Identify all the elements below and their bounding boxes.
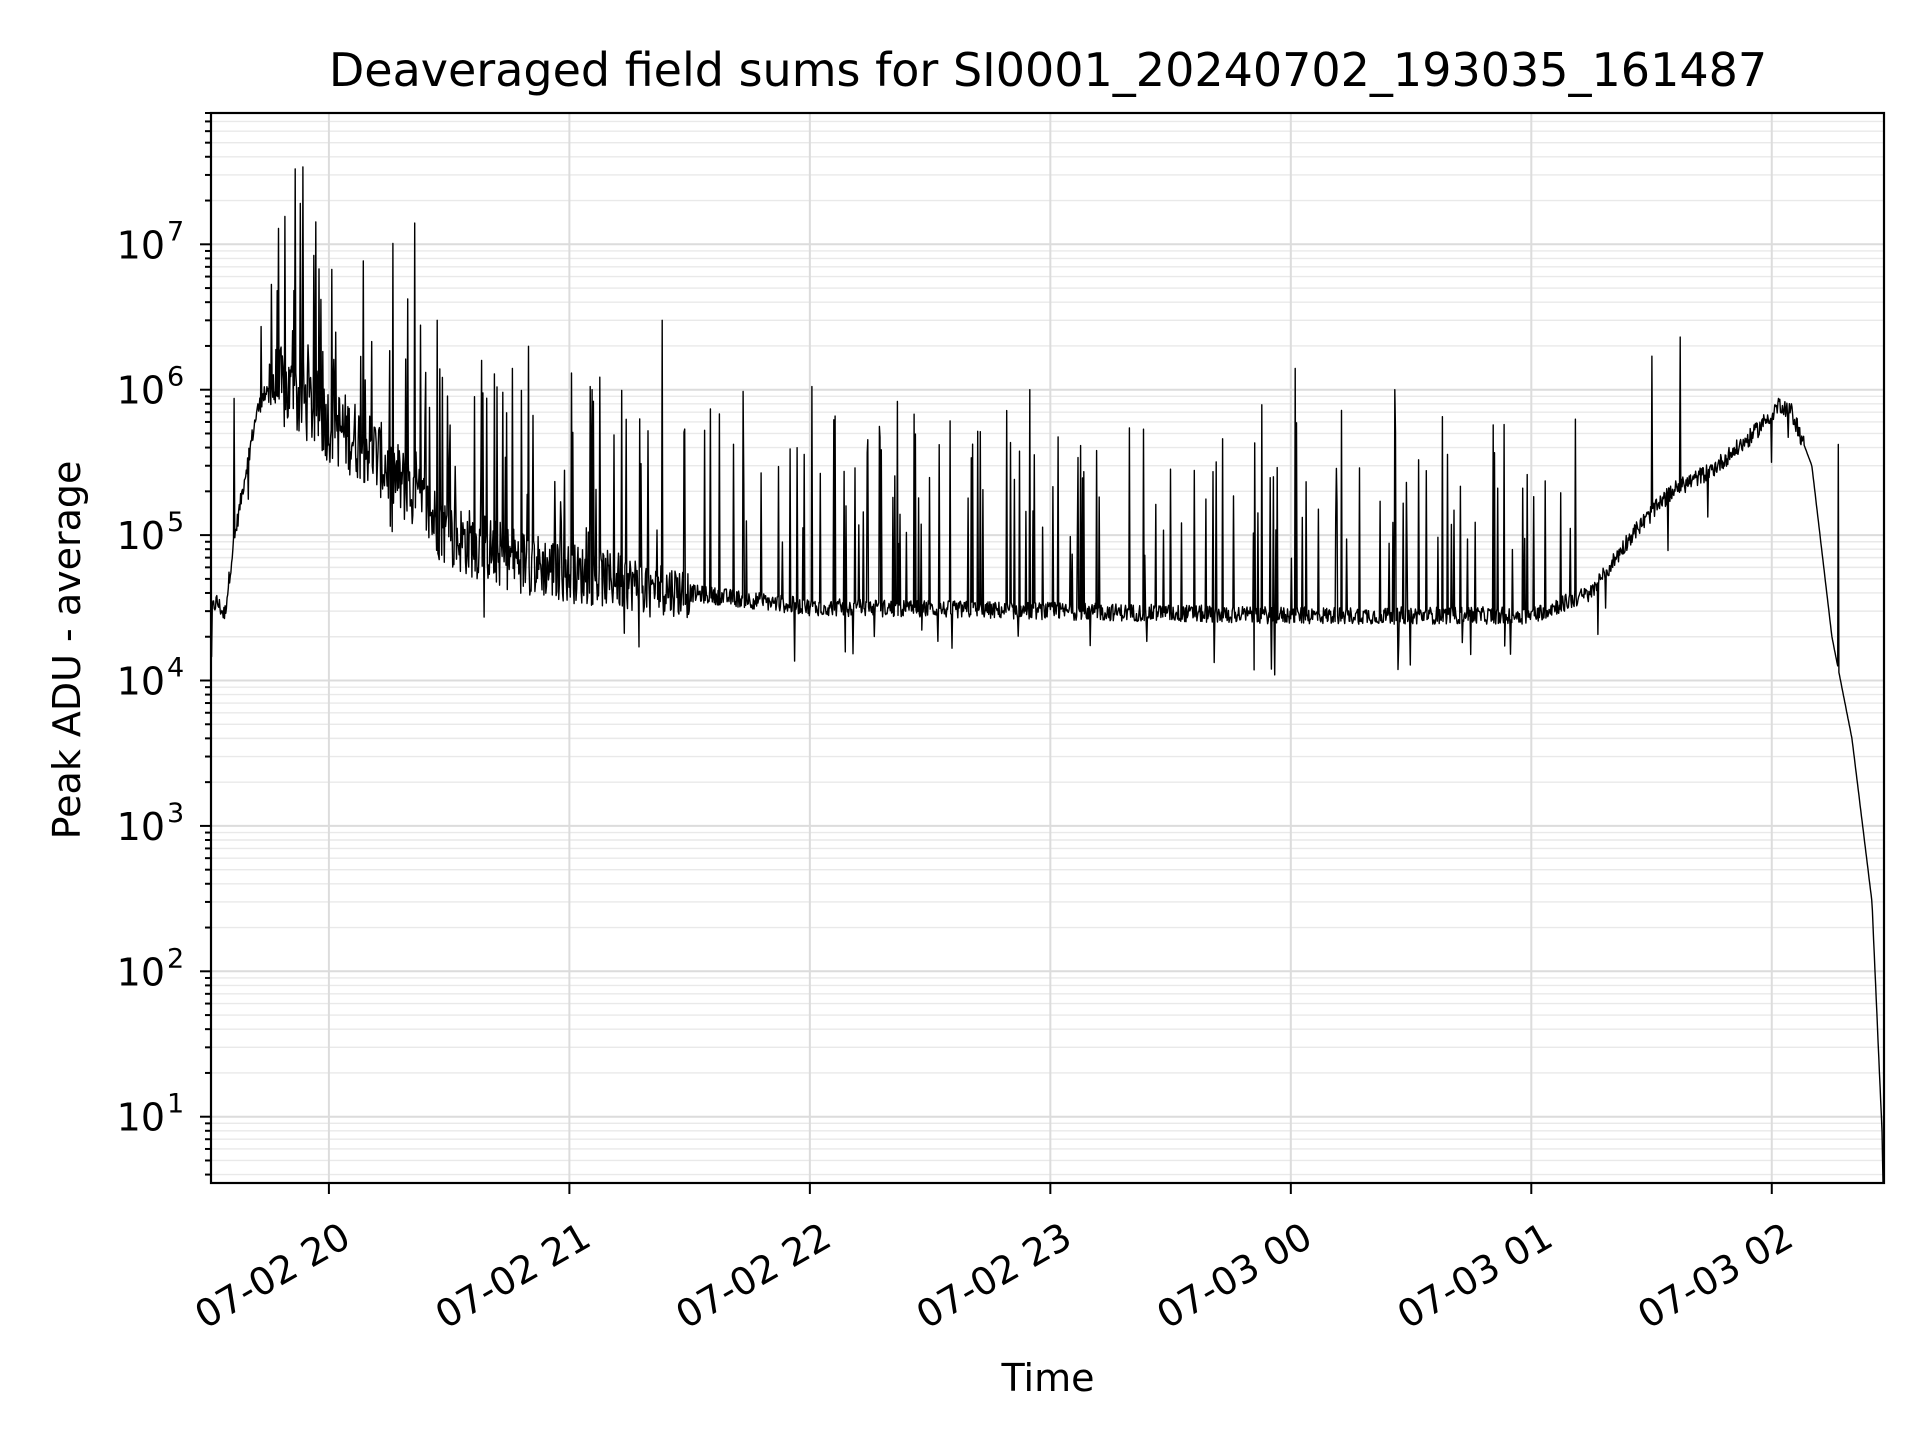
series-group (210, 166, 1884, 1184)
x-axis-label: Time (1001, 1356, 1095, 1400)
y-tick-exponent: 6 (167, 362, 184, 393)
plot-frame (209, 111, 1886, 1185)
chart-title: Deaveraged field sums for SI0001_2024070… (329, 43, 1767, 97)
y-tick-label: 10 (117, 950, 165, 994)
y-axis-label: Peak ADU - average (45, 461, 89, 840)
y-tick-label: 10 (117, 1096, 165, 1140)
series-line (210, 166, 1884, 1184)
y-tick-label: 10 (117, 369, 165, 413)
y-tick-label: 10 (117, 223, 165, 267)
y-tick-exponent: 4 (167, 653, 184, 684)
major-gridlines (211, 113, 1884, 1183)
y-tick-exponent: 7 (167, 216, 184, 247)
y-tick-exponent: 3 (167, 798, 184, 829)
y-tick-label: 10 (117, 805, 165, 849)
y-tick-exponent: 5 (167, 507, 184, 538)
y-tick-exponent: 1 (167, 1089, 184, 1120)
y-tick-label: 10 (117, 660, 165, 704)
y-tick-label: 10 (117, 514, 165, 558)
y-tick-exponent: 2 (167, 943, 184, 974)
